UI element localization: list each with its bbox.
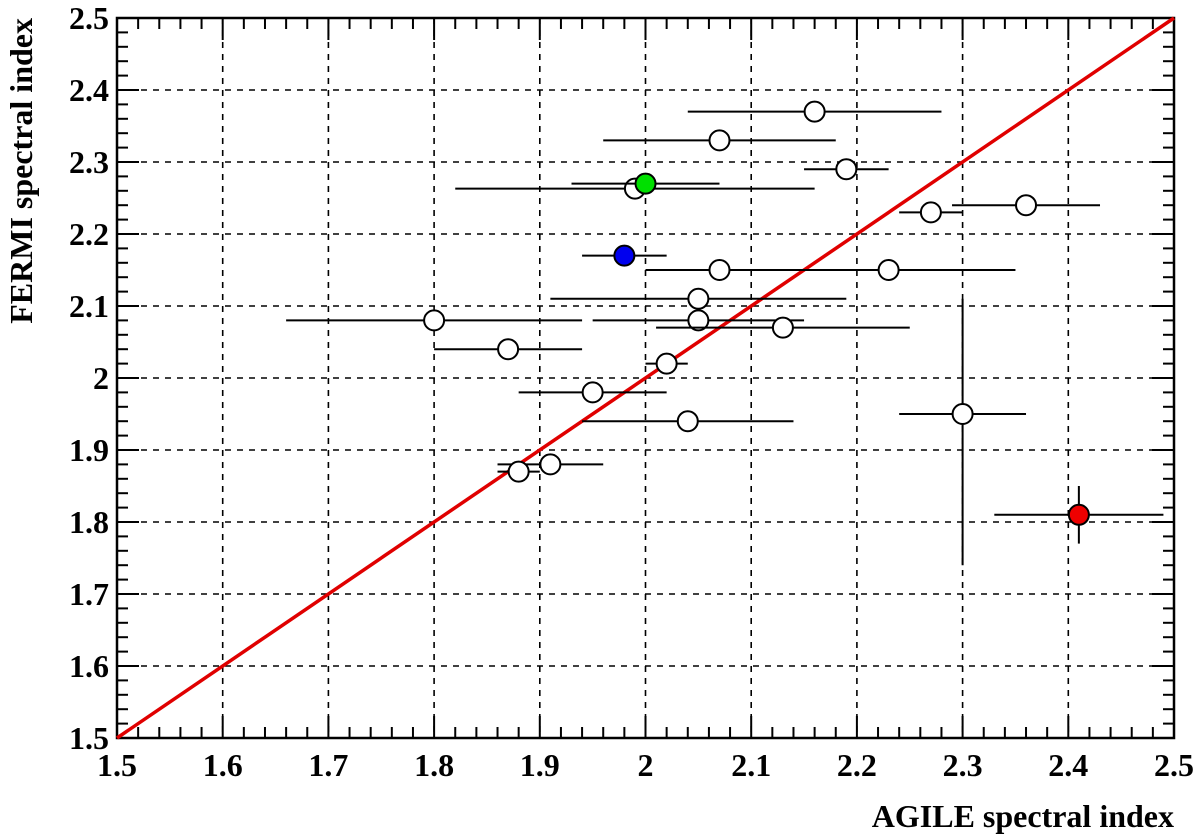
point-marker — [423, 309, 446, 332]
point-marker — [835, 158, 858, 181]
tick-labels: 1.5 1.6 1.7 1.8 1.9 2 2.1 2.2 2.3 2.4 2.5 1.5 1.6 1.7… — [69, 0, 1194, 783]
y-tick-label: 1.8 — [69, 504, 109, 540]
x-tick-label: 1.6 — [203, 747, 243, 783]
axis-ticks — [116, 17, 1175, 739]
data-point — [645, 352, 688, 375]
point-marker — [497, 338, 520, 361]
x-tick-label: 2.5 — [1154, 747, 1194, 783]
point-marker — [1067, 503, 1090, 526]
data-point — [286, 309, 583, 332]
x-tick-label: 2.4 — [1048, 747, 1088, 783]
y-tick-label: 2.4 — [69, 72, 109, 108]
y-tick-label: 1.9 — [69, 432, 109, 468]
data-point — [687, 100, 942, 123]
point-marker — [655, 352, 678, 375]
point-marker — [803, 100, 826, 123]
data-point — [550, 287, 847, 310]
y-tick-label: 2 — [93, 360, 109, 396]
point-marker — [951, 403, 974, 425]
data-point — [582, 244, 667, 267]
y-tick-label: 2.3 — [69, 144, 109, 180]
x-tick-label: 2.1 — [731, 747, 771, 783]
data-point — [656, 316, 910, 339]
grid-lines — [117, 18, 1174, 738]
point-marker — [708, 259, 731, 281]
data-point — [571, 172, 720, 195]
y-tick-label: 1.5 — [69, 720, 109, 756]
data-point — [518, 381, 667, 404]
data-point — [899, 201, 963, 224]
data-point — [804, 158, 889, 181]
point-marker — [581, 381, 604, 404]
reference-line — [116, 16, 1175, 740]
data-points — [286, 100, 1164, 566]
x-axis-title: AGILE spectral index — [872, 798, 1174, 834]
data-point — [497, 460, 540, 483]
y-axis-title: FERMI spectral index — [3, 18, 39, 324]
y-tick-label: 1.6 — [69, 648, 109, 684]
data-point — [994, 486, 1164, 544]
point-marker — [634, 172, 657, 195]
y-tick-label: 2.2 — [69, 216, 109, 252]
x-tick-label: 2 — [638, 747, 654, 783]
point-marker — [877, 259, 900, 281]
point-marker — [507, 460, 530, 483]
identity-line — [116, 16, 1175, 740]
point-marker — [687, 309, 710, 332]
x-tick-label: 2.2 — [837, 747, 877, 783]
x-tick-label: 1.5 — [97, 747, 137, 783]
x-tick-label: 2.3 — [943, 747, 983, 783]
data-point — [434, 338, 583, 361]
data-point — [582, 410, 794, 433]
point-marker — [676, 410, 699, 433]
point-marker — [539, 453, 562, 476]
x-tick-label: 1.9 — [520, 747, 560, 783]
point-marker — [708, 129, 731, 152]
data-point — [899, 298, 1027, 566]
x-tick-label: 1.7 — [308, 747, 348, 783]
y-tick-label: 2.1 — [69, 288, 109, 324]
data-point — [592, 309, 805, 332]
point-marker — [1015, 194, 1038, 217]
point-marker — [613, 244, 636, 267]
y-tick-label: 2.5 — [69, 0, 109, 36]
y-tick-label: 1.7 — [69, 576, 109, 612]
point-marker — [919, 201, 942, 224]
data-point — [761, 259, 1016, 281]
x-tick-label: 1.8 — [414, 747, 454, 783]
point-marker — [687, 287, 710, 310]
point-marker — [771, 316, 794, 339]
data-point — [603, 129, 836, 152]
data-point — [952, 194, 1101, 217]
